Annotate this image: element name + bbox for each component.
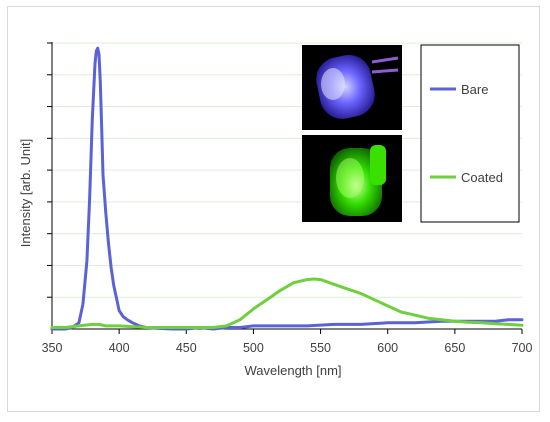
x-tick-label: 350 (42, 341, 63, 355)
x-axis-title: Wavelength [nm] (244, 363, 341, 378)
series-line-bare (50, 46, 524, 331)
x-tick-label: 500 (243, 341, 264, 355)
x-tick-label: 550 (310, 341, 331, 355)
bare-led-photo (302, 45, 402, 130)
series-layer (50, 46, 524, 331)
x-tick-label: 700 (512, 341, 533, 355)
series-line-coated (50, 277, 524, 329)
x-tick-labels: 350 400 450 500 550 600 650 700 (42, 341, 533, 355)
legend-label-bare: Bare (461, 82, 488, 97)
legend: Bare Coated (420, 44, 520, 223)
x-tick-label: 450 (176, 341, 197, 355)
x-tick-label: 400 (109, 341, 130, 355)
legend-label-coated: Coated (461, 170, 503, 185)
x-tick-label: 600 (377, 341, 398, 355)
coated-led-photo (302, 135, 402, 222)
y-axis-title: Intensity [arb. Unit] (18, 139, 33, 247)
x-tick-label: 650 (444, 341, 465, 355)
